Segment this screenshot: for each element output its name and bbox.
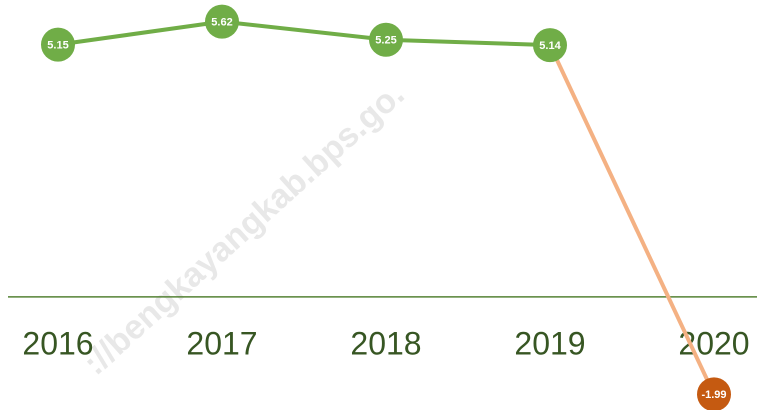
x-tick-label: 2019 <box>514 325 585 361</box>
x-tick-label: 2018 <box>350 325 421 361</box>
marker <box>205 4 239 39</box>
value-label: 5.15 <box>47 40 68 52</box>
line-segment <box>548 44 716 396</box>
marker <box>533 28 567 63</box>
value-label: 5.25 <box>375 35 396 47</box>
marker <box>369 22 403 57</box>
marker <box>41 27 75 62</box>
x-tick-label: 2016 <box>22 325 93 361</box>
line-segment <box>57 19 223 47</box>
value-label: 5.62 <box>211 17 232 29</box>
line-segment <box>221 19 387 42</box>
line-segment <box>385 37 551 48</box>
value-label: 5.14 <box>539 40 561 52</box>
value-label: -1.99 <box>701 389 726 401</box>
marker <box>697 377 731 410</box>
x-tick-label: 2017 <box>186 325 257 361</box>
